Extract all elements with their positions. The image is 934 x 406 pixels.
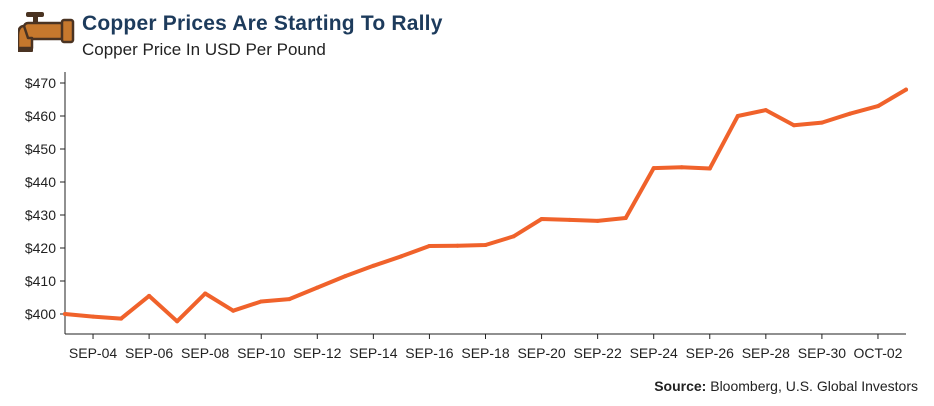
data-point — [63, 312, 67, 316]
data-point — [399, 254, 404, 259]
x-tick-label: SEP-16 — [405, 345, 453, 361]
data-point — [735, 114, 740, 118]
x-tick-label: SEP-28 — [742, 345, 790, 361]
y-tick-label: $460 — [25, 108, 56, 124]
source-text: Bloomberg, U.S. Global Investors — [710, 378, 918, 394]
data-point — [315, 285, 320, 290]
data-point — [231, 308, 236, 313]
y-tick-label: $450 — [25, 141, 56, 157]
data-point — [427, 244, 432, 248]
data-point — [287, 297, 292, 302]
data-point — [203, 291, 208, 296]
x-tick-label: SEP-14 — [349, 345, 397, 361]
data-point — [483, 243, 488, 247]
y-tick-label: $410 — [25, 273, 56, 289]
source-note: Source: Bloomberg, U.S. Global Investors — [654, 378, 918, 394]
x-tick-label: SEP-06 — [125, 345, 173, 361]
data-point — [707, 166, 712, 171]
copper-price-line — [63, 87, 908, 324]
x-tick-label: SEP-08 — [181, 345, 229, 361]
data-point — [567, 217, 572, 222]
data-point — [511, 234, 516, 239]
data-point — [819, 120, 824, 125]
data-point — [876, 104, 880, 109]
chart-title: Copper Prices Are Starting To Rally — [82, 12, 443, 35]
y-tick-label: $470 — [25, 75, 56, 91]
data-point — [119, 316, 124, 321]
source-label: Source: — [654, 378, 707, 394]
data-point — [343, 274, 348, 279]
x-tick-label: SEP-22 — [574, 345, 622, 361]
x-tick-label: SEP-04 — [69, 345, 117, 361]
x-tick-label: SEP-20 — [517, 345, 565, 361]
chart-subtitle: Copper Price In USD Per Pound — [82, 40, 326, 59]
y-tick-label: $400 — [25, 306, 56, 322]
data-point — [623, 216, 628, 220]
data-point — [455, 243, 460, 248]
x-tick-label: SEP-12 — [293, 345, 341, 361]
data-point — [763, 108, 768, 113]
x-tick-label: OCT-02 — [853, 345, 902, 361]
data-point — [147, 293, 152, 298]
data-point — [539, 217, 544, 221]
x-tick-label: SEP-26 — [686, 345, 734, 361]
data-point — [651, 166, 656, 171]
chart-header: Copper Prices Are Starting To Rally Copp… — [18, 8, 918, 68]
data-point — [259, 299, 264, 304]
data-point — [791, 123, 796, 128]
data-point — [175, 319, 180, 324]
y-tick-label: $430 — [25, 207, 56, 223]
x-tick-label: SEP-18 — [461, 345, 509, 361]
data-point — [371, 263, 376, 268]
data-point — [847, 111, 852, 116]
y-tick-label: $440 — [25, 174, 56, 190]
x-tick-label: SEP-30 — [798, 345, 846, 361]
y-tick-label: $420 — [25, 240, 56, 256]
data-point — [595, 218, 600, 223]
x-tick-label: SEP-24 — [630, 345, 678, 361]
x-tick-label: SEP-10 — [237, 345, 285, 361]
data-point — [91, 314, 95, 319]
data-point — [904, 87, 908, 92]
data-point — [679, 165, 684, 170]
faucet-icon — [18, 12, 75, 52]
